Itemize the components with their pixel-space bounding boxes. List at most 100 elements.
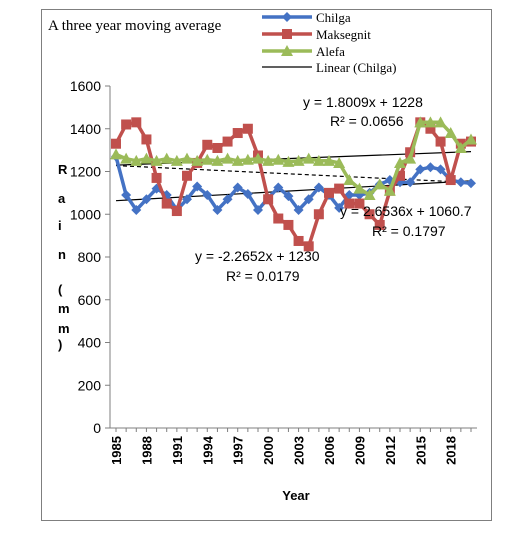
data-point-chilga — [466, 178, 476, 189]
data-point-chilga — [232, 182, 243, 193]
data-point-alefa — [444, 127, 457, 139]
data-point-alefa — [211, 154, 224, 166]
data-point-maksegnit — [354, 198, 365, 209]
data-point-chilga — [192, 181, 203, 192]
series-alefa — [110, 116, 477, 201]
data-point-maksegnit — [283, 219, 294, 230]
trend-equation-label: y = 1.8009x + 1228 — [303, 94, 423, 110]
y-tick-label: 1200 — [70, 164, 101, 180]
y-axis-title-glyph: R — [58, 162, 68, 177]
data-point-chilga — [253, 204, 263, 215]
y-tick-label: 800 — [78, 249, 102, 265]
x-tick-label: 2006 — [322, 436, 337, 465]
data-point-chilga — [313, 182, 324, 193]
x-tick-label: 2012 — [383, 436, 398, 465]
data-point-maksegnit — [425, 123, 436, 134]
data-point-alefa — [272, 153, 285, 165]
x-tick-label: 2015 — [413, 436, 428, 465]
data-point-alefa — [373, 178, 386, 190]
y-tick-label: 600 — [78, 292, 102, 308]
data-point-chilga — [141, 194, 152, 205]
data-point-chilga — [212, 204, 223, 215]
legend-label-chilga: Chilga — [316, 10, 351, 25]
data-point-alefa — [221, 152, 234, 164]
y-axis-title-glyph: ( — [58, 282, 63, 297]
data-point-alefa — [383, 184, 396, 196]
data-point-chilga — [435, 164, 446, 175]
data-point-alefa — [201, 153, 214, 165]
data-point-alefa — [404, 152, 417, 164]
y-tick-label: 1000 — [70, 206, 101, 222]
trend-equation-label: y = -2.2652x + 1230 — [195, 248, 320, 264]
trend-r2-label: R² = 0.1797 — [372, 223, 446, 239]
data-point-chilga — [405, 177, 416, 188]
x-axis-title: Year — [282, 488, 309, 503]
data-point-maksegnit — [303, 241, 314, 252]
y-axis-title-glyph: m — [58, 301, 70, 316]
data-point-maksegnit — [263, 194, 274, 205]
data-point-maksegnit — [212, 142, 223, 153]
data-point-chilga — [283, 191, 294, 202]
trend-r2-label: R² = 0.0656 — [330, 113, 404, 129]
data-point-alefa — [302, 152, 315, 164]
trend-labels: y = 1.8009x + 1228 R² = 0.0656 y = 2.6536x… — [195, 94, 472, 284]
data-point-maksegnit — [111, 138, 121, 149]
data-point-maksegnit — [202, 139, 213, 150]
y-tick-label: 1400 — [70, 121, 101, 137]
data-point-alefa — [120, 152, 133, 164]
y-axis-title-glyph: ) — [58, 337, 62, 352]
chart-frame — [41, 9, 492, 521]
data-point-alefa — [160, 152, 173, 164]
data-point-alefa — [110, 148, 122, 160]
data-point-chilga — [415, 164, 426, 175]
legend-marker-alefa — [281, 45, 293, 56]
data-point-maksegnit — [161, 198, 172, 209]
data-point-alefa — [454, 141, 467, 153]
data-point-maksegnit — [445, 175, 456, 186]
data-point-chilga — [293, 204, 304, 215]
data-point-alefa — [333, 156, 346, 168]
data-point-chilga — [334, 202, 345, 213]
x-tick-label: 1988 — [139, 436, 154, 465]
x-tick-label: 1991 — [170, 436, 185, 465]
data-point-alefa — [312, 154, 325, 166]
data-point-chilga — [222, 194, 233, 205]
data-point-alefa — [343, 174, 356, 186]
data-point-maksegnit — [293, 235, 304, 246]
legend-label-maksegnit: Maksegnit — [316, 27, 371, 42]
data-point-alefa — [434, 116, 447, 128]
axes: 0 200 400 600 800 1000 1200 1400 1600 1985 1988 199… — [58, 78, 477, 465]
data-point-alefa — [465, 133, 477, 145]
data-point-chilga — [131, 204, 142, 215]
data-point-alefa — [191, 154, 204, 166]
data-point-chilga — [303, 194, 314, 205]
data-point-maksegnit — [232, 128, 243, 139]
data-point-alefa — [323, 154, 335, 166]
data-point-maksegnit — [324, 187, 334, 198]
chart-title: A three year moving average — [48, 18, 222, 34]
data-point-maksegnit — [182, 170, 192, 181]
x-tick-label: 2009 — [352, 436, 367, 465]
data-point-maksegnit — [395, 170, 405, 181]
data-point-alefa — [140, 152, 153, 164]
data-point-maksegnit — [435, 136, 446, 147]
data-point-alefa — [353, 182, 366, 194]
legend-marker-chilga — [282, 12, 292, 22]
data-point-maksegnit — [344, 198, 355, 209]
legend-label-alefa: Alefa — [316, 44, 345, 59]
data-point-chilga — [273, 182, 284, 193]
x-tick-label: 1994 — [200, 435, 215, 465]
data-point-chilga — [455, 177, 466, 188]
data-point-maksegnit — [222, 136, 233, 147]
data-point-chilga — [242, 188, 253, 199]
data-point-chilga — [121, 190, 132, 201]
data-point-maksegnit — [334, 183, 345, 194]
y-axis-title-glyph: i — [58, 218, 62, 233]
data-point-chilga — [202, 190, 213, 201]
y-tick-label: 0 — [93, 420, 101, 436]
data-point-chilga — [182, 194, 192, 205]
data-point-alefa — [181, 152, 193, 164]
data-point-maksegnit — [151, 172, 162, 183]
data-point-alefa — [414, 116, 427, 128]
